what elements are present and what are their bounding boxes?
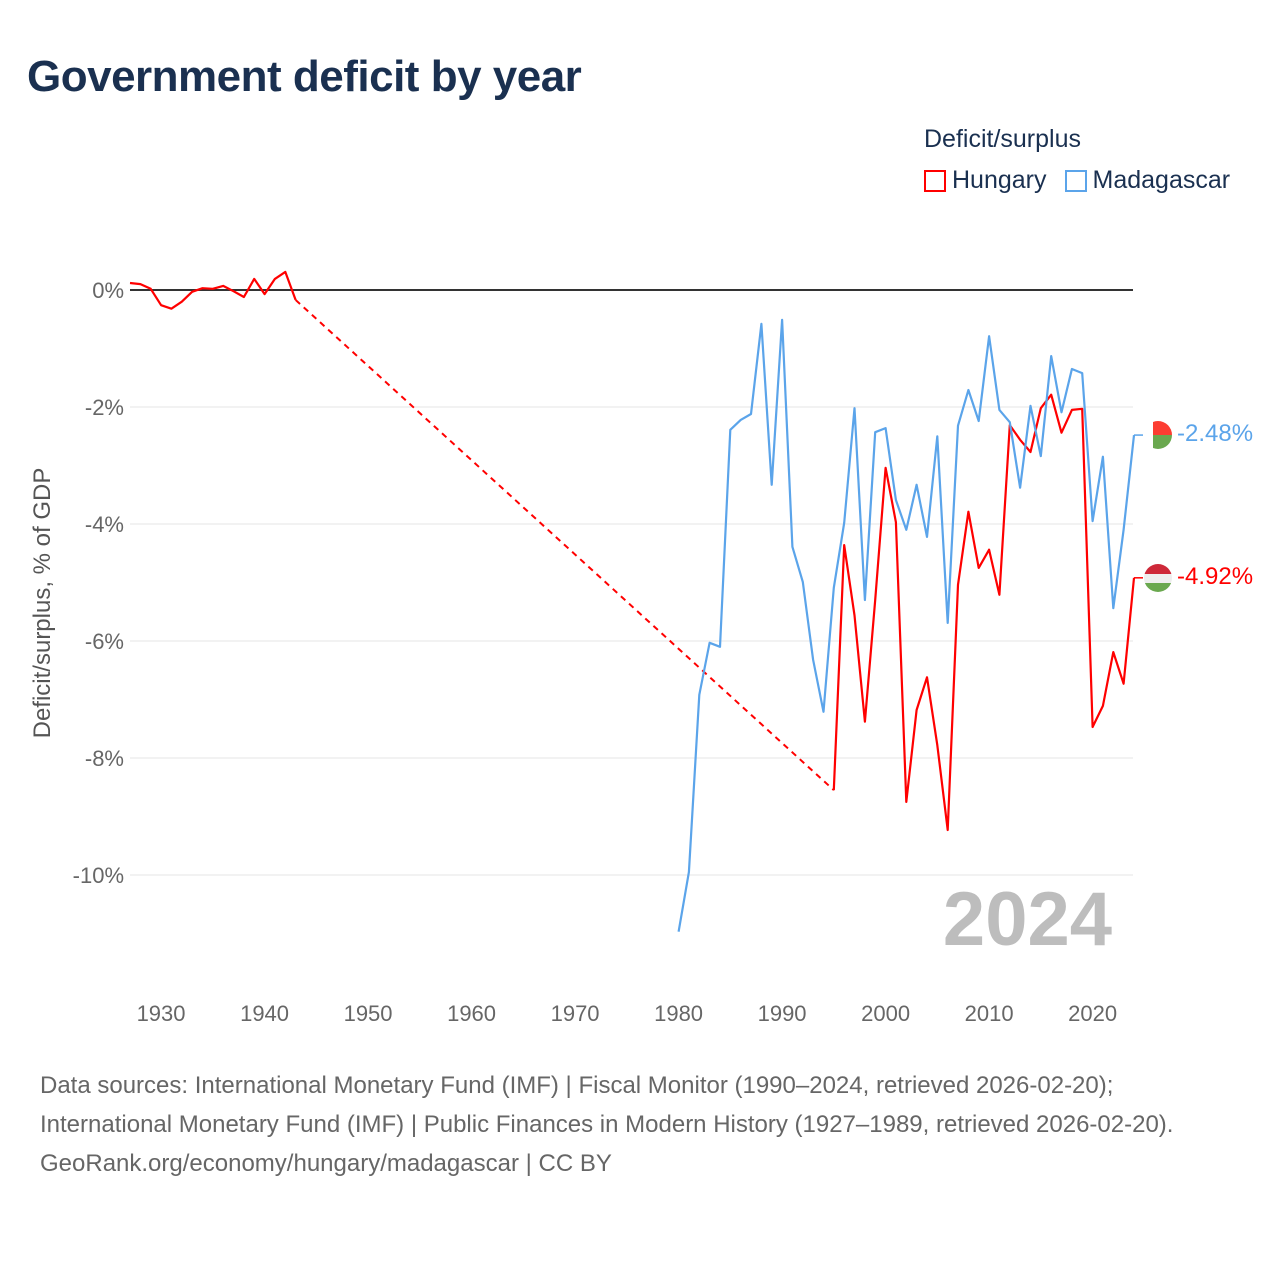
legend-swatch-madagascar (1064, 169, 1087, 192)
y-tick-label: -2% (85, 395, 124, 420)
source-notes: Data sources: International Monetary Fun… (40, 1066, 1240, 1183)
x-tick-label: 2010 (965, 1001, 1014, 1026)
y-tick-label: 0% (92, 278, 124, 303)
legend-swatch-hungary (924, 169, 946, 192)
x-tick-label: 2020 (1068, 1001, 1117, 1026)
legend-item-madagascar[interactable]: Madagascar (1064, 166, 1231, 195)
legend-title: Deficit/surplus (924, 125, 1081, 153)
x-tick-label: 1980 (654, 1001, 703, 1026)
hungary-end-label: -4.92% (1177, 563, 1253, 590)
hungary-line (129, 270, 297, 310)
source-text: Data sources: International Monetary Fun… (40, 1072, 1174, 1138)
x-tick-label: 1950 (344, 1001, 393, 1026)
y-tick-label: -6% (85, 629, 124, 654)
chart-title: Government deficit by year (27, 52, 582, 101)
legend: Hungary Madagascar (924, 166, 1230, 195)
hungary-gap-line (294, 299, 835, 791)
y-tick-label: -8% (85, 746, 124, 771)
madagascar-flag-icon (1144, 421, 1172, 449)
y-tick-label: -4% (85, 512, 124, 537)
hungary-flag-icon (1144, 564, 1172, 592)
y-axis-label: Deficit/surplus, % of GDP (29, 468, 56, 739)
x-tick-label: 1960 (447, 1001, 496, 1026)
year-watermark: 2024 (943, 877, 1112, 962)
x-tick-label: 2000 (861, 1001, 910, 1026)
source-link[interactable]: GeoRank.org/economy/hungary/madagascar |… (40, 1150, 612, 1177)
line-chart: 0% -2% -4% -6% -8% -10% 1930 1940 1950 1960 1970 19… (29, 270, 1253, 1026)
y-tick-label: -10% (73, 863, 124, 888)
x-tick-label: 1970 (551, 1001, 600, 1026)
x-tick-label: 1930 (137, 1001, 186, 1026)
hungary-line (832, 393, 1136, 832)
x-tick-label: 1990 (758, 1001, 807, 1026)
legend-label: Madagascar (1092, 166, 1231, 194)
legend-label: Hungary (952, 166, 1047, 194)
legend-item-hungary[interactable]: Hungary (924, 166, 1047, 195)
x-tick-label: 1940 (240, 1001, 289, 1026)
madagascar-line (677, 318, 1136, 932)
madagascar-end-label: -2.48% (1177, 420, 1253, 447)
